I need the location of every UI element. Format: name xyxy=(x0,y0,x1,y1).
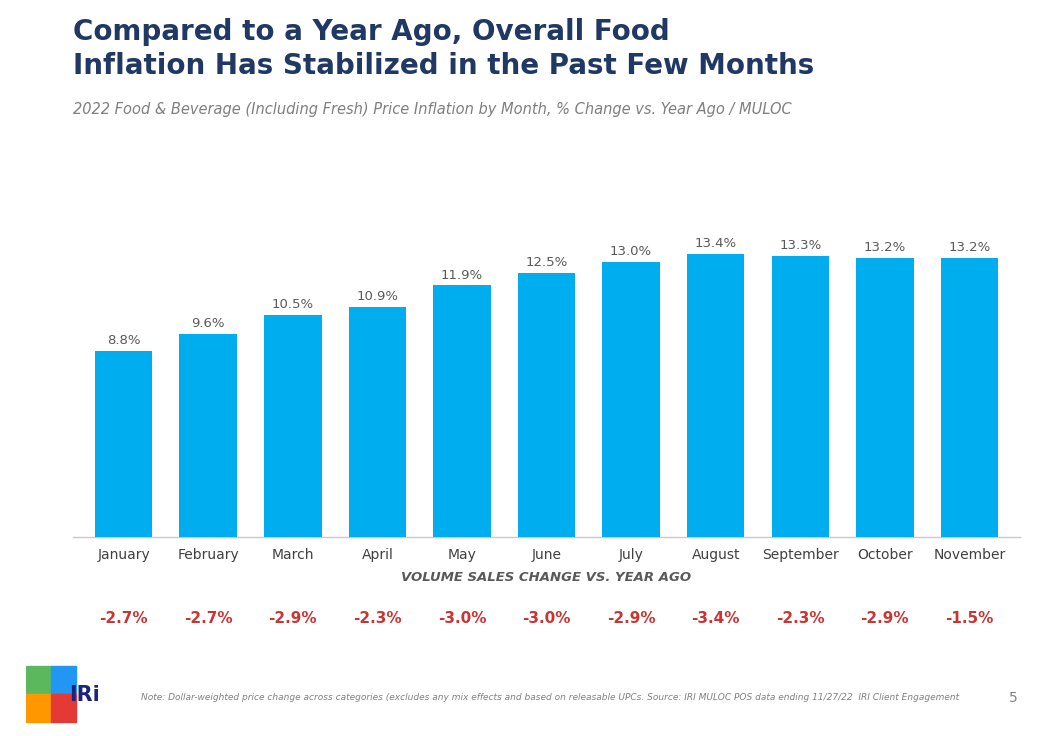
Text: -2.9%: -2.9% xyxy=(269,611,318,626)
Text: 13.0%: 13.0% xyxy=(610,245,652,258)
Text: 5: 5 xyxy=(1010,690,1018,705)
Text: -2.3%: -2.3% xyxy=(776,611,824,626)
Text: 13.4%: 13.4% xyxy=(694,237,737,250)
Text: Compared to a Year Ago, Overall Food: Compared to a Year Ago, Overall Food xyxy=(73,18,669,46)
Bar xyxy=(517,273,576,537)
Text: -2.9%: -2.9% xyxy=(607,611,656,626)
Text: -3.0%: -3.0% xyxy=(523,611,570,626)
Bar xyxy=(771,256,829,537)
Text: 9.6%: 9.6% xyxy=(192,317,225,330)
Text: IRi: IRi xyxy=(69,685,100,705)
Text: 12.5%: 12.5% xyxy=(526,256,567,269)
Bar xyxy=(349,307,406,537)
Text: Note: Dollar-weighted price change across categories (excludes any mix effects a: Note: Dollar-weighted price change acros… xyxy=(141,693,959,702)
Text: 13.3%: 13.3% xyxy=(779,239,821,252)
Bar xyxy=(95,351,152,537)
Text: -3.4%: -3.4% xyxy=(691,611,740,626)
Bar xyxy=(26,693,51,722)
Text: -2.7%: -2.7% xyxy=(184,611,232,626)
Text: 11.9%: 11.9% xyxy=(441,269,483,282)
Text: VOLUME SALES CHANGE VS. YEAR AGO: VOLUME SALES CHANGE VS. YEAR AGO xyxy=(402,570,691,584)
Text: -2.7%: -2.7% xyxy=(99,611,148,626)
Text: -2.9%: -2.9% xyxy=(861,611,909,626)
Text: 8.8%: 8.8% xyxy=(107,334,141,347)
Text: -3.0%: -3.0% xyxy=(437,611,486,626)
Text: 2022 Food & Beverage (Including Fresh) Price Inflation by Month, % Change vs. Ye: 2022 Food & Beverage (Including Fresh) P… xyxy=(73,102,791,116)
Bar xyxy=(856,258,914,537)
Text: 10.5%: 10.5% xyxy=(272,298,313,311)
Text: -2.3%: -2.3% xyxy=(353,611,402,626)
Bar xyxy=(941,258,998,537)
Bar xyxy=(51,665,76,693)
Bar xyxy=(179,334,237,537)
Text: -1.5%: -1.5% xyxy=(945,611,993,626)
Text: 10.9%: 10.9% xyxy=(356,290,399,302)
Text: 13.2%: 13.2% xyxy=(864,241,906,254)
Bar xyxy=(433,286,490,537)
Bar xyxy=(26,665,51,693)
Text: Inflation Has Stabilized in the Past Few Months: Inflation Has Stabilized in the Past Few… xyxy=(73,52,814,79)
Bar xyxy=(603,262,660,537)
Bar xyxy=(687,254,744,537)
Text: 13.2%: 13.2% xyxy=(948,241,991,254)
Bar xyxy=(264,315,322,537)
Bar xyxy=(51,693,76,722)
